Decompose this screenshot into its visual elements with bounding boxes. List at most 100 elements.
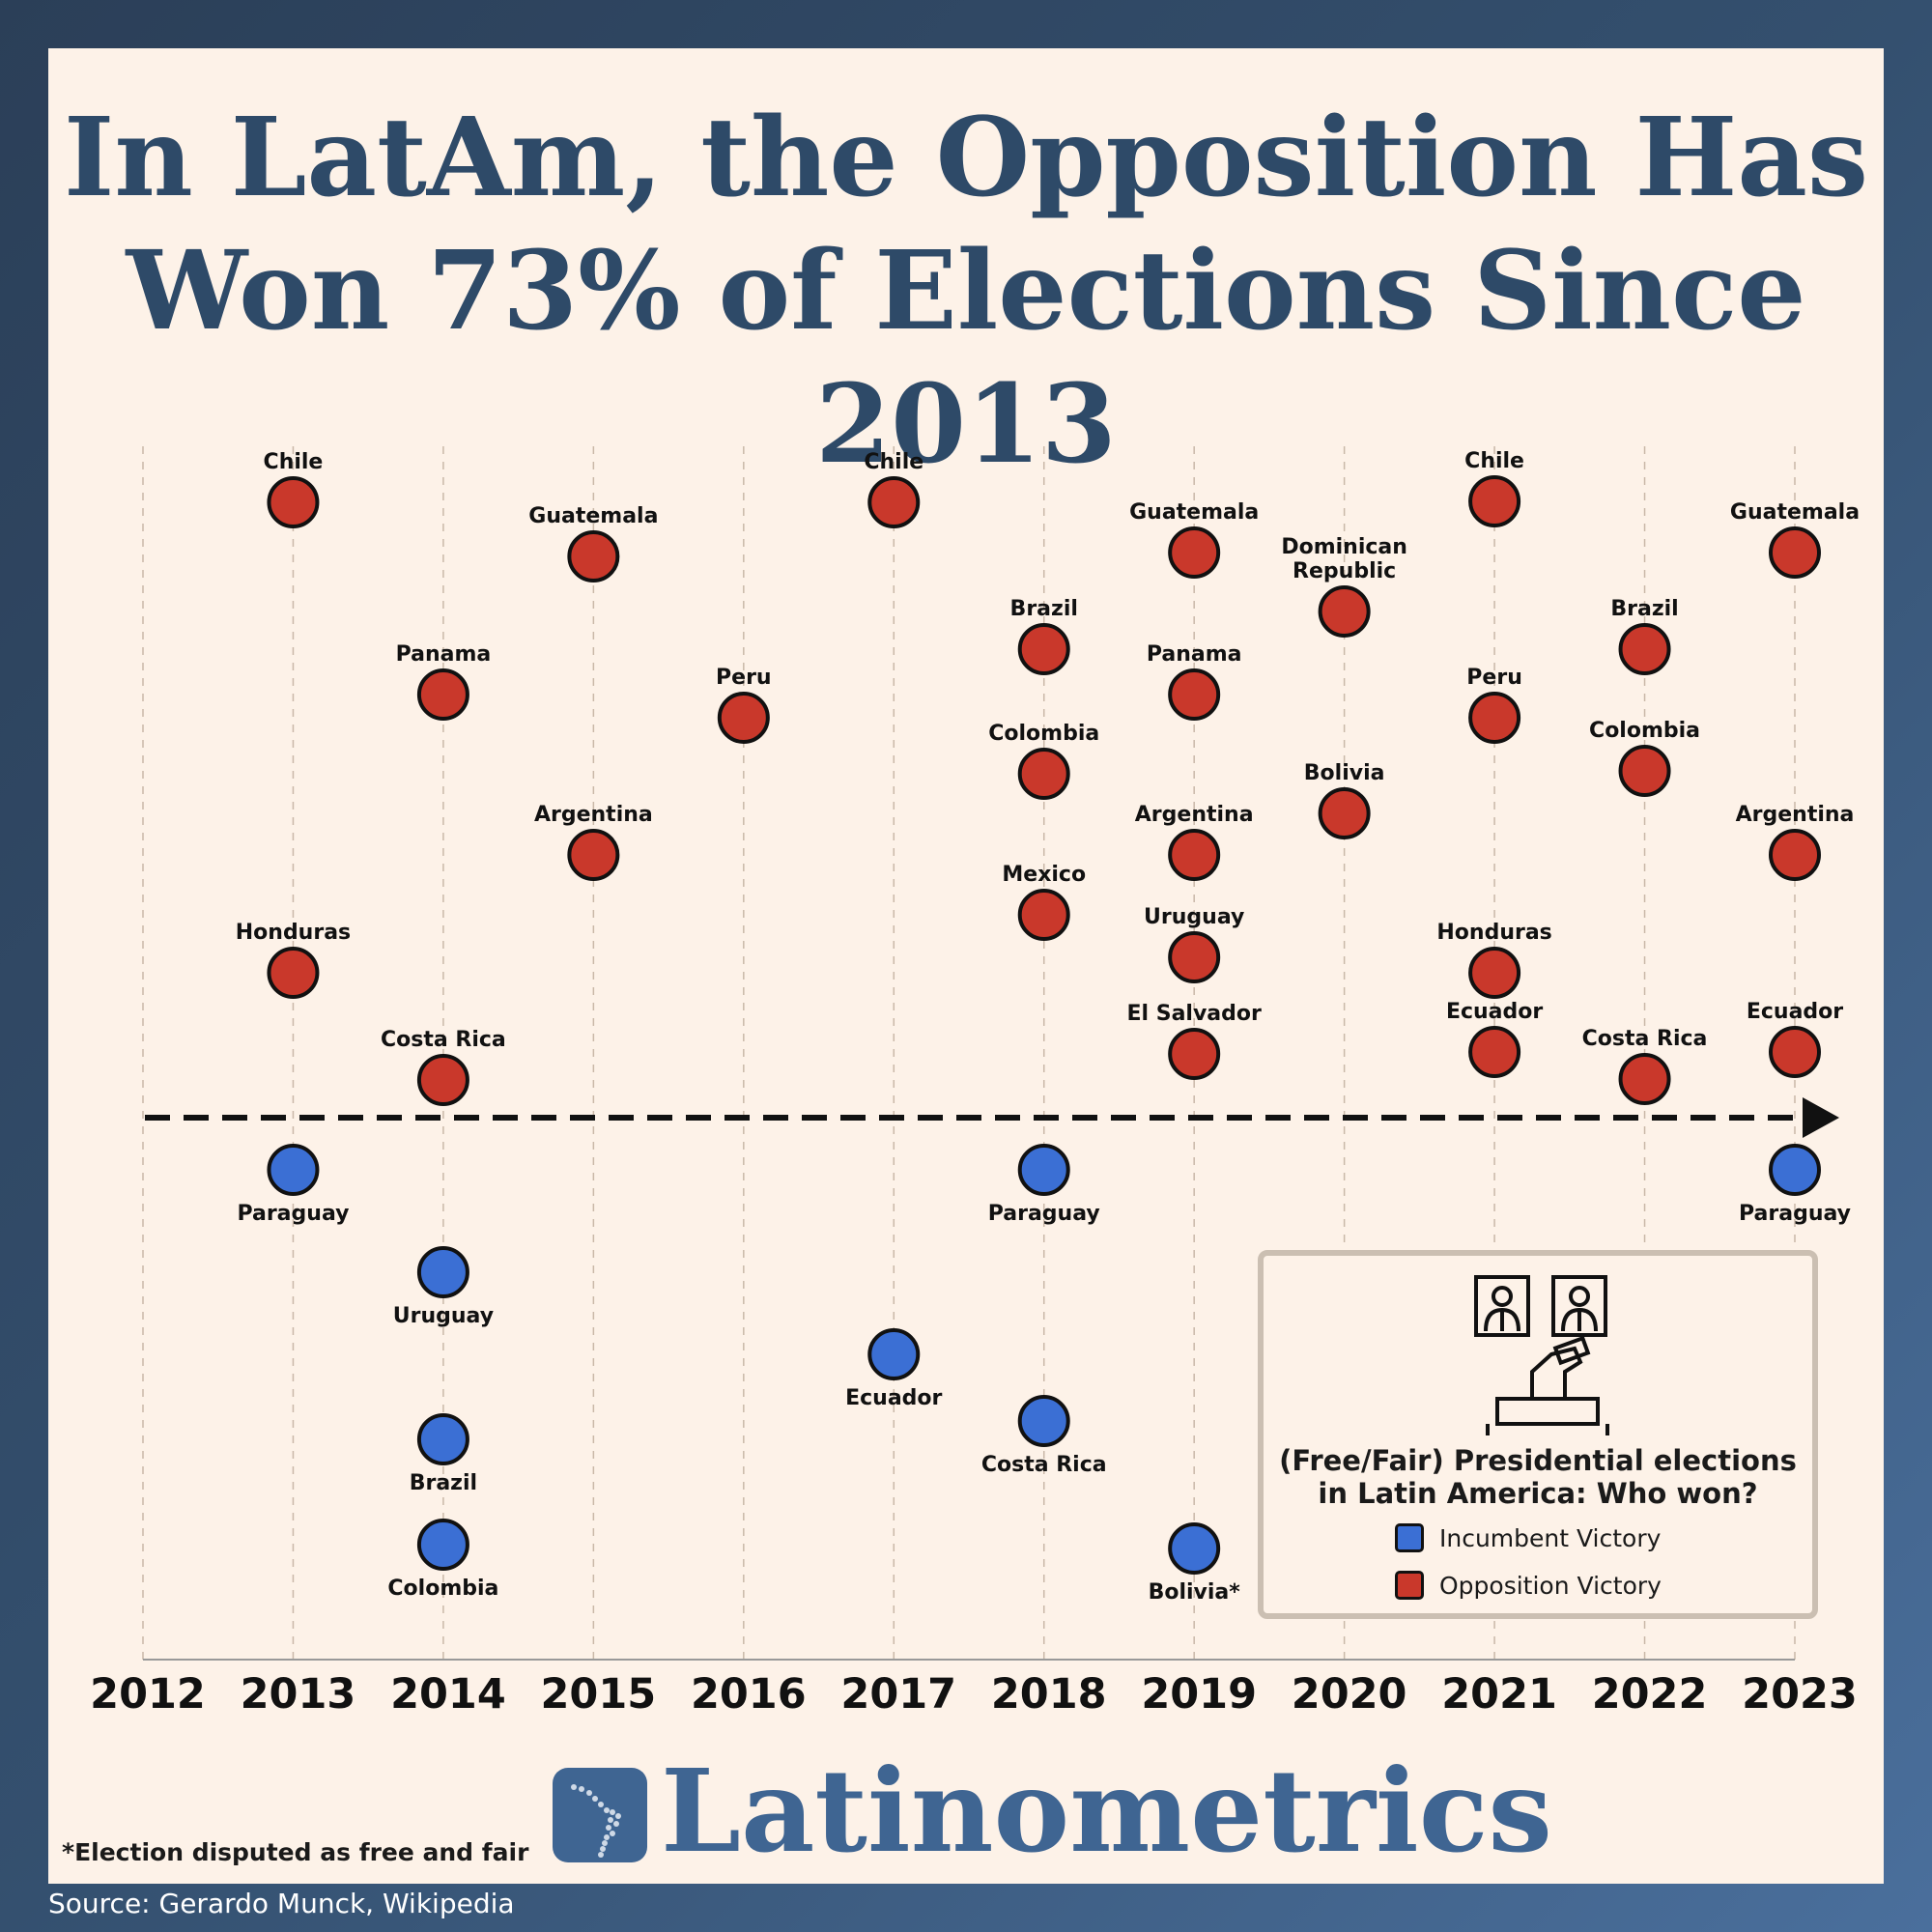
point-marker — [1618, 1053, 1671, 1105]
footnote: *Election disputed as free and fair — [62, 1838, 529, 1866]
point-label: Guatemala — [528, 504, 658, 528]
point-label: Costa Rica — [381, 1028, 506, 1052]
ballot-box-icon — [1474, 1275, 1609, 1435]
incumbent-point-2013-paraguay: Paraguay — [237, 1144, 349, 1226]
point-label: Costa Rica — [1582, 1027, 1708, 1051]
legend-label-opposition: Opposition Victory — [1439, 1571, 1662, 1600]
point-marker — [567, 530, 620, 582]
legend-item-opposition: Opposition Victory — [1395, 1568, 1662, 1603]
point-label: Panama — [1147, 642, 1242, 667]
timeline-axis — [143, 1097, 1839, 1661]
point-marker — [1468, 1026, 1521, 1078]
point-label: Bolivia — [1304, 761, 1385, 785]
page-title: In LatAm, the Opposition Has Won 73% of … — [0, 92, 1932, 492]
point-label: Dominican — [1281, 535, 1407, 559]
point-label: Paraguay — [988, 1202, 1100, 1226]
point-marker — [1017, 1144, 1070, 1196]
point-marker — [1168, 829, 1221, 881]
opposition-point-2023-ecuador: Ecuador — [1747, 1000, 1843, 1078]
point-marker — [1318, 787, 1371, 839]
point-marker — [416, 668, 469, 721]
point-marker — [1318, 585, 1371, 638]
tick-label-2017: 2017 — [840, 1670, 956, 1719]
opposition-point-2019-uruguay: Uruguay — [1144, 905, 1244, 983]
point-marker — [1017, 748, 1070, 800]
point-label: Argentina — [1736, 803, 1855, 827]
point-marker — [416, 1054, 469, 1106]
point-marker — [416, 1246, 469, 1298]
election-points: Chile Honduras Panama Costa Rica Guatemala Ar… — [236, 449, 1860, 1605]
point-marker — [717, 692, 770, 744]
point-label: El Salvador — [1127, 1002, 1263, 1026]
incumbent-point-2018-costa-rica: Costa Rica — [981, 1395, 1107, 1477]
point-marker — [267, 947, 320, 999]
opposition-point-2021-peru: Peru — [1466, 666, 1522, 744]
point-label: Costa Rica — [981, 1453, 1107, 1477]
point-marker — [267, 1144, 320, 1196]
legend-title-line-1: (Free/Fair) Presidential elections — [1279, 1444, 1797, 1477]
title-line-2: Won 73% of Elections Since 2013 — [126, 228, 1806, 488]
legend-title-line-2: in Latin America: Who won? — [1318, 1477, 1758, 1510]
map-dots-icon — [571, 1784, 621, 1858]
legend-label-incumbent: Incumbent Victory — [1439, 1523, 1662, 1552]
point-marker — [1618, 745, 1671, 797]
opposition-point-2014-panama: Panama — [396, 642, 491, 721]
opposition-point-2019-guatemala: Guatemala — [1129, 500, 1259, 579]
tick-label-2013: 2013 — [241, 1670, 356, 1719]
tick-label-2016: 2016 — [691, 1670, 807, 1719]
opposition-point-2015-argentina: Argentina — [534, 803, 653, 881]
point-label: Bolivia* — [1149, 1580, 1241, 1605]
point-label: Mexico — [1002, 863, 1086, 887]
point-label: Ecuador — [1446, 1000, 1543, 1024]
legend-title: (Free/Fair) Presidential elections in La… — [1264, 1444, 1812, 1510]
timeline-arrow-head — [1803, 1097, 1839, 1138]
point-marker — [1769, 829, 1821, 881]
tick-label-2014: 2014 — [390, 1670, 506, 1719]
point-label: Colombia — [988, 722, 1099, 746]
latin-america-map-logo-icon — [553, 1768, 647, 1862]
point-label: Paraguay — [237, 1202, 349, 1226]
incumbent-point-2023-paraguay: Paraguay — [1739, 1144, 1851, 1226]
point-label: Uruguay — [1144, 905, 1244, 929]
opposition-point-2017-chile: Chile — [864, 450, 923, 528]
point-label: Ecuador — [1747, 1000, 1843, 1024]
incumbent-swatch — [1395, 1523, 1424, 1552]
point-label: Honduras — [236, 921, 351, 945]
point-label: Chile — [264, 450, 324, 474]
opposition-point-2023-guatemala: Guatemala — [1730, 500, 1860, 579]
tick-label-2012: 2012 — [90, 1670, 206, 1719]
point-marker — [1168, 1028, 1221, 1080]
point-marker — [1618, 623, 1671, 675]
opposition-swatch — [1395, 1571, 1424, 1600]
point-marker — [1168, 668, 1221, 721]
source-credit: Source: Gerardo Munck, Wikipedia — [48, 1888, 515, 1919]
opposition-point-2022-colombia: Colombia — [1589, 719, 1700, 797]
point-marker — [416, 1519, 469, 1571]
point-marker — [1769, 1026, 1821, 1078]
point-marker — [1769, 1144, 1821, 1196]
opposition-point-2018-colombia: Colombia — [988, 722, 1099, 800]
tick-label-2021: 2021 — [1441, 1670, 1557, 1719]
point-label: Argentina — [1135, 803, 1254, 827]
point-marker — [1168, 526, 1221, 579]
point-label: Argentina — [534, 803, 653, 827]
point-label: Colombia — [387, 1577, 498, 1601]
tick-label-2018: 2018 — [991, 1670, 1107, 1719]
opposition-point-2021-ecuador: Ecuador — [1446, 1000, 1543, 1078]
point-label: Chile — [1464, 449, 1524, 473]
incumbent-point-2014-colombia: Colombia — [387, 1519, 498, 1601]
legend-box: (Free/Fair) Presidential elections in La… — [1258, 1250, 1818, 1619]
point-marker — [567, 829, 620, 881]
point-marker — [867, 476, 921, 528]
point-label: Ecuador — [845, 1386, 942, 1410]
tick-label-2023: 2023 — [1742, 1670, 1858, 1719]
incumbent-point-2019-bolivia: Bolivia* — [1149, 1522, 1241, 1605]
point-label: Republic — [1293, 559, 1396, 583]
opposition-point-2015-guatemala: Guatemala — [528, 504, 658, 582]
tick-label-2015: 2015 — [541, 1670, 657, 1719]
opposition-point-2016-peru: Peru — [716, 666, 772, 744]
point-label: Peru — [716, 666, 772, 690]
point-marker — [1468, 692, 1521, 744]
opposition-point-2021-honduras: Honduras — [1436, 921, 1552, 999]
